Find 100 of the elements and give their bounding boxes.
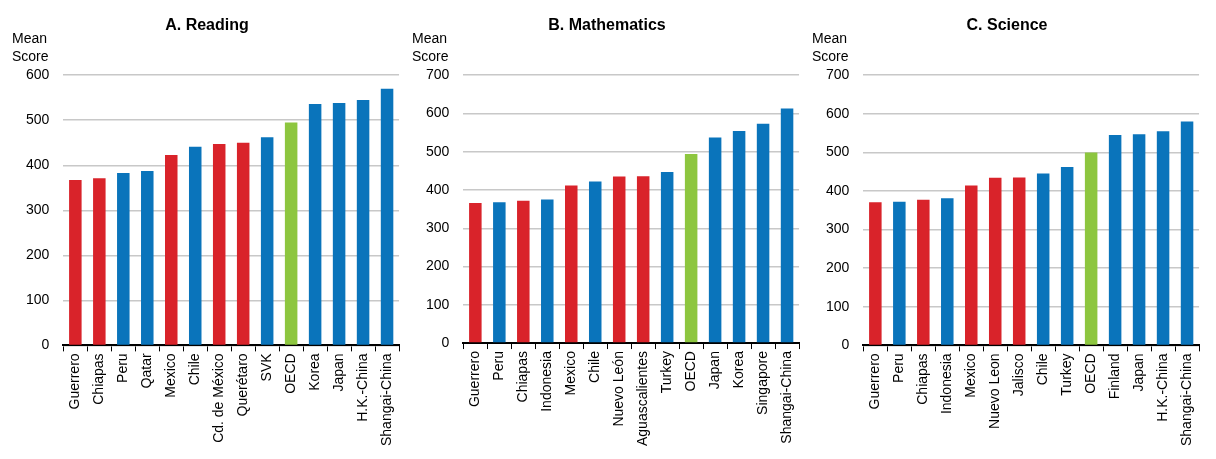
- bar: [117, 172, 130, 345]
- x-tick-label: Shangai-China: [1177, 353, 1194, 446]
- y-tick-label: 100: [826, 297, 850, 314]
- x-tick-label: Indonesia: [938, 353, 955, 415]
- bar: [1108, 135, 1122, 345]
- bar: [756, 123, 770, 343]
- bar: [893, 201, 906, 345]
- x-tick-label: Qatar: [138, 353, 155, 389]
- x-tick-label: Peru: [114, 353, 131, 383]
- x-tick-label: Peru: [890, 353, 907, 383]
- x-tick-label: Nuevo Leon: [986, 353, 1003, 429]
- x-tick-label: Chiapas: [914, 353, 931, 405]
- x-tick-label: Guerrero: [66, 353, 83, 410]
- y-tick-label: 600: [426, 104, 450, 121]
- chart-title: C. Science: [966, 16, 1048, 34]
- x-tick-label: SVK: [258, 352, 275, 382]
- bar: [869, 202, 882, 345]
- bar: [588, 181, 602, 343]
- x-tick-label: Turkey: [658, 351, 675, 394]
- y-tick-label: 700: [426, 66, 450, 83]
- x-tick-label: Finland: [1105, 353, 1122, 400]
- y-tick-label: 100: [26, 291, 50, 308]
- y-tick-label: 600: [826, 104, 850, 121]
- x-tick-label: Nuevo León: [610, 351, 627, 427]
- y-tick-label: 0: [41, 336, 50, 353]
- bar: [1012, 177, 1026, 345]
- y-tick-label: 200: [426, 257, 450, 274]
- y-axis-title: Mean Score: [12, 30, 49, 65]
- bar: [141, 171, 154, 345]
- y-tick-label: 400: [426, 180, 450, 197]
- bar: [780, 108, 794, 343]
- x-tick-label: Cd. de México: [210, 353, 227, 443]
- bar: [965, 185, 978, 345]
- x-tick-label: Japan: [329, 353, 346, 392]
- y-tick-label: 200: [826, 259, 850, 276]
- y-tick-label: 100: [426, 295, 450, 312]
- x-tick-label: Indonesia: [538, 350, 555, 412]
- bar: [493, 202, 506, 343]
- bar: [1180, 121, 1194, 345]
- y-tick-label: 0: [441, 333, 450, 350]
- bar: [469, 203, 482, 343]
- bar: [308, 104, 322, 345]
- x-tick-label: H.K.-China: [1153, 353, 1170, 422]
- x-tick-label: Aguascalientes: [634, 351, 651, 446]
- x-tick-label: Shangai-China: [777, 350, 794, 444]
- y-tick-label: 600: [26, 66, 50, 83]
- x-tick-label: Shangai-China: [377, 353, 394, 446]
- bar: [941, 198, 954, 345]
- y-tick-label: 300: [826, 220, 850, 237]
- x-tick-label: H.K.-China: [353, 353, 370, 422]
- chart-title: B. Mathematics: [548, 16, 666, 34]
- x-tick-label: Peru: [490, 351, 507, 381]
- x-tick-label: Chiapas: [90, 353, 107, 405]
- bar: [380, 88, 394, 345]
- bar: [356, 99, 370, 345]
- y-tick-label: 300: [426, 219, 450, 236]
- y-tick-label: 200: [26, 246, 50, 263]
- x-tick-label: Singapore: [753, 350, 770, 415]
- bar: [188, 146, 202, 345]
- x-tick-label: Chile: [586, 350, 603, 383]
- bar: [1084, 152, 1098, 345]
- bar: [284, 122, 298, 345]
- y-tick-label: 500: [826, 143, 850, 160]
- y-tick-label: 500: [426, 142, 450, 159]
- bar: [988, 177, 1002, 345]
- y-tick-label: 0: [841, 336, 850, 353]
- x-tick-label: Turkey: [1058, 353, 1075, 396]
- bar: [1060, 167, 1074, 345]
- x-tick-label: Chile: [186, 353, 203, 386]
- x-tick-label: Chile: [1034, 353, 1051, 386]
- x-tick-label: Guerrero: [466, 350, 483, 408]
- x-tick-label: Jalisco: [1010, 353, 1027, 397]
- bar: [332, 103, 346, 345]
- chart-title: A. Reading: [165, 16, 249, 34]
- bar: [165, 154, 178, 345]
- bar: [517, 200, 530, 343]
- x-tick-label: Mexico: [162, 353, 179, 398]
- bar: [236, 142, 250, 345]
- x-tick-label: Mexico: [562, 350, 579, 396]
- x-tick-label: Querétaro: [234, 353, 251, 417]
- y-tick-label: 700: [826, 66, 850, 83]
- y-axis-title: Mean Score: [812, 30, 849, 65]
- bar: [612, 176, 626, 343]
- bar: [636, 176, 650, 343]
- bar: [260, 137, 274, 345]
- x-tick-label: Japan: [705, 351, 722, 390]
- bar: [1036, 173, 1050, 345]
- y-tick-label: 500: [26, 111, 50, 128]
- bar: [541, 199, 554, 343]
- y-tick-label: 400: [26, 156, 50, 173]
- bar: [660, 172, 674, 343]
- bar: [1132, 134, 1146, 345]
- x-tick-label: Korea: [729, 350, 746, 389]
- x-tick-label: OECD: [1082, 353, 1099, 394]
- x-tick-label: Korea: [305, 353, 322, 391]
- bar: [212, 144, 226, 345]
- x-tick-label: Japan: [1129, 353, 1146, 392]
- bar: [917, 199, 930, 345]
- y-tick-label: 300: [26, 201, 50, 218]
- bar: [732, 131, 746, 343]
